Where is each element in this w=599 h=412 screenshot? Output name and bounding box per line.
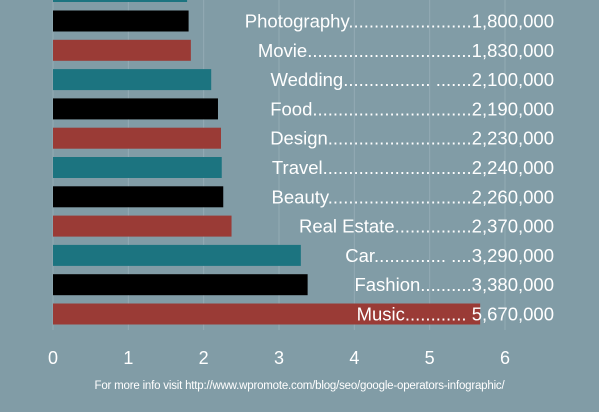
bar-label-movie: Movie................................1,8… [258,40,554,61]
footer-source-text: For more info visit http://www.wpromote.… [94,380,505,392]
bar-car [53,244,301,266]
bar-music [53,303,481,325]
bar-label-car: Car.............. ....3,290,000 [345,245,554,266]
bar-food [53,98,218,120]
bar-photography [53,10,189,32]
bar-label-food: Food...............................2,190… [270,98,554,119]
bar-label-music: Music............ 5,670,000 [357,304,554,325]
bar-label-beauty: Beauty............................2,260,… [272,186,554,207]
x-tick-label-1: 1 [123,348,133,368]
bar-movie [53,39,191,61]
bar-label-real-estate: Real Estate...............2,370,000 [299,216,554,237]
bar-travel [53,157,222,178]
bar-label-travel: Travel.............................2,240… [272,157,554,178]
bar-real-estate [53,215,232,237]
x-tick-label-5: 5 [425,348,435,368]
bar-design [53,127,221,149]
x-tick-label-2: 2 [199,348,209,368]
bar-label-fashion: Fashion..........3,380,000 [354,274,554,295]
bar-label-design: Design............................2,230,… [270,128,554,149]
x-tick-label-0: 0 [48,348,58,368]
bar-label-wedding: Wedding................. .......2,100,00… [271,69,554,90]
bars-layer [53,0,481,325]
x-axis-ticks: 0 1 2 3 4 5 6 [48,348,510,368]
bar-labels-layer: Photography........................1,800… [245,11,554,325]
x-tick-label-6: 6 [500,348,510,368]
bar-label-photography: Photography........................1,800… [245,11,554,32]
x-tick-label-3: 3 [274,348,284,368]
bar-cropped-top [53,0,188,2]
bar-fashion [53,274,308,296]
bar-beauty [53,186,224,208]
x-tick-label-4: 4 [349,348,359,368]
bar-wedding [53,69,212,91]
